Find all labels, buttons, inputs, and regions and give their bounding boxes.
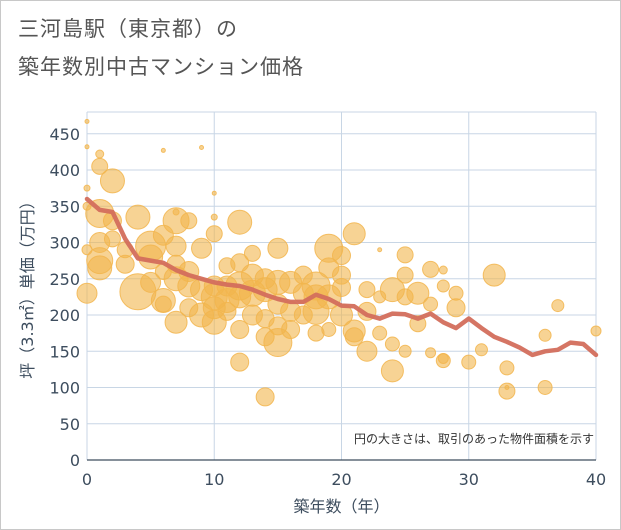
- y-tick-label: 100: [49, 379, 80, 398]
- data-bubble: [332, 246, 351, 266]
- data-bubble: [99, 168, 125, 194]
- data-bubble: [498, 382, 516, 400]
- data-bubble: [210, 213, 218, 221]
- y-tick-label: 400: [49, 161, 80, 180]
- data-bubble: [551, 299, 565, 313]
- data-bubble: [205, 225, 223, 243]
- data-bubble: [504, 385, 510, 390]
- data-bubble: [499, 360, 515, 376]
- data-bubble: [372, 325, 388, 341]
- data-bubble: [406, 281, 430, 305]
- data-bubble: [140, 271, 162, 293]
- data-bubble: [230, 320, 250, 339]
- data-bubble: [243, 244, 261, 262]
- x-axis-title: 築年数（年）: [293, 497, 389, 516]
- data-bubble: [84, 144, 90, 150]
- chart-title-line2: 築年数別中古マンション価格: [18, 55, 304, 79]
- bubble-series: [76, 118, 602, 407]
- data-bubble: [281, 320, 301, 339]
- data-bubble: [125, 204, 151, 230]
- y-tick-label: 250: [49, 270, 80, 289]
- bubble-size-note: 円の大きさは、取引のあった物件面積を示す: [354, 431, 594, 446]
- data-bubble: [321, 322, 337, 337]
- data-bubble: [538, 328, 552, 342]
- data-bubble: [482, 263, 506, 287]
- data-bubble: [380, 359, 404, 383]
- data-bubble: [160, 147, 166, 153]
- y-axis-title: 坪（3.3㎡）単価（万円）: [18, 193, 37, 378]
- data-bubble: [436, 279, 450, 293]
- data-bubble: [83, 184, 91, 192]
- data-bubble: [423, 296, 439, 312]
- trend-line-series: [84, 196, 599, 358]
- data-bubble: [267, 237, 289, 259]
- data-bubble: [409, 315, 427, 333]
- data-bubble: [446, 298, 466, 318]
- y-tick-label: 0: [70, 451, 80, 470]
- data-bubble: [425, 347, 437, 359]
- data-bubble: [461, 354, 477, 370]
- y-tick-label: 50: [60, 415, 80, 434]
- data-bubble: [448, 285, 464, 301]
- data-bubble: [358, 281, 376, 299]
- data-bubble: [91, 157, 109, 175]
- data-bubble: [537, 380, 553, 395]
- x-tick-label: 40: [586, 470, 606, 489]
- data-bubble: [396, 246, 414, 264]
- data-bubble: [103, 230, 121, 248]
- data-bubble: [154, 295, 172, 313]
- data-bubble: [438, 265, 448, 275]
- y-tick-label: 150: [49, 342, 80, 361]
- data-bubble: [164, 310, 188, 334]
- x-tick-label: 20: [331, 470, 351, 489]
- average-price-line: [84, 196, 599, 358]
- data-bubble: [199, 145, 205, 151]
- data-bubble: [115, 254, 135, 274]
- data-bubble: [332, 277, 351, 297]
- data-bubble: [87, 255, 113, 281]
- data-bubble: [437, 353, 449, 364]
- data-bubble: [342, 222, 366, 246]
- data-bubble: [227, 209, 253, 235]
- y-tick-label: 450: [49, 125, 80, 144]
- data-bubble: [76, 282, 98, 304]
- data-bubble: [344, 327, 364, 347]
- data-bubble: [217, 301, 237, 321]
- x-tick-label: 10: [204, 470, 224, 489]
- y-tick-label: 350: [49, 197, 80, 216]
- y-tick-label: 200: [49, 306, 80, 325]
- data-bubble: [422, 260, 440, 278]
- data-bubble: [180, 212, 198, 230]
- data-bubble: [255, 387, 275, 407]
- data-bubble: [84, 118, 90, 124]
- data-bubble: [356, 340, 378, 362]
- data-bubble: [377, 247, 383, 253]
- data-bubble: [398, 344, 412, 358]
- data-bubble: [230, 352, 250, 372]
- data-bubble: [95, 149, 105, 159]
- chart-title-line1: 三河島駅（東京都）の: [18, 17, 238, 41]
- y-tick-label: 300: [49, 234, 80, 253]
- data-bubble: [590, 325, 602, 337]
- data-bubble: [211, 190, 217, 196]
- data-bubble: [165, 235, 187, 257]
- data-bubble: [191, 237, 213, 259]
- data-bubble: [384, 336, 400, 352]
- x-tick-label: 0: [82, 470, 92, 489]
- data-bubble: [396, 266, 414, 284]
- x-tick-label: 30: [459, 470, 479, 489]
- data-bubble: [474, 343, 488, 357]
